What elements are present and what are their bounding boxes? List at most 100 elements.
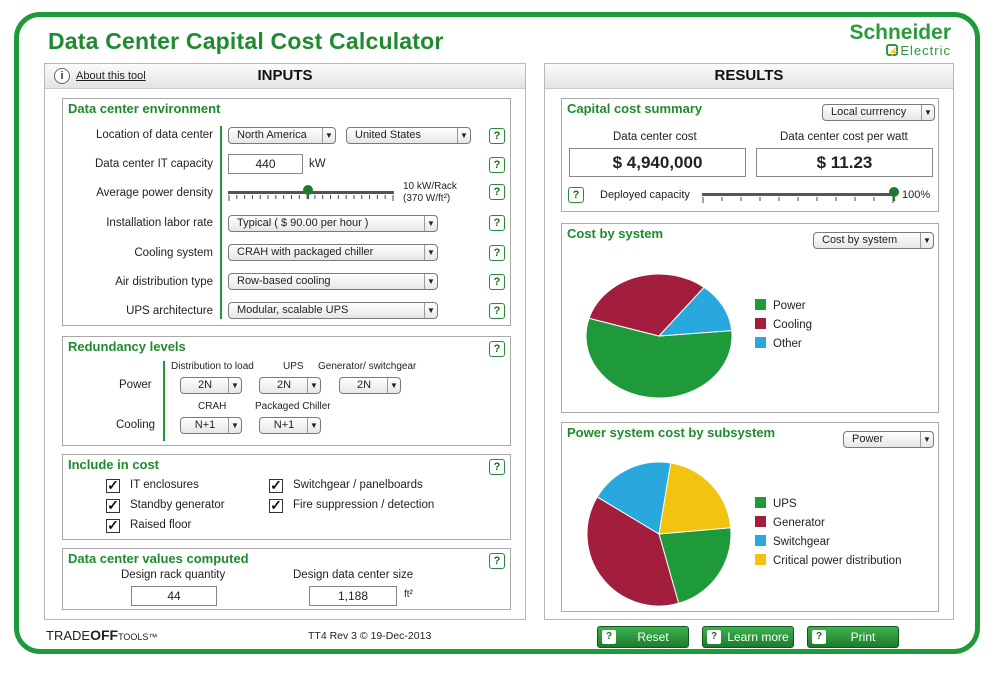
- about-info-icon[interactable]: i: [54, 68, 70, 84]
- computed-section: Data center values computed ? Design rac…: [62, 548, 511, 610]
- power-subsystem-pie: [586, 461, 732, 607]
- include-section: Include in cost ? ✓ IT enclosures ✓ Stan…: [62, 454, 511, 540]
- subsystem-legend-item: Switchgear: [755, 535, 830, 548]
- help-icon: ?: [812, 630, 826, 644]
- inputs-panel: INPUTS i About this tool Data center env…: [44, 63, 526, 620]
- cooling-select[interactable]: CRAH with packaged chiller ▼: [228, 244, 438, 261]
- ups-value: Modular, scalable UPS: [237, 304, 349, 316]
- chevron-down-icon: ▼: [920, 233, 933, 248]
- print-button[interactable]: ? Print: [807, 626, 899, 648]
- col-generator: Generator/ switchgear: [318, 361, 417, 372]
- checkbox-standby-generator[interactable]: ✓: [106, 497, 120, 513]
- power-ups-select[interactable]: 2N ▼: [259, 377, 321, 394]
- labor-value: Typical ( $ 90.00 per hour ): [237, 217, 369, 229]
- deployed-slider-ticks: [702, 197, 894, 203]
- currency-value: Local currrency: [831, 106, 907, 118]
- deployed-value: 100%: [902, 189, 931, 201]
- per-watt-value: $ 11.23: [756, 148, 933, 177]
- density-value-ft: (370 W/ft²): [403, 193, 451, 204]
- help-computed-icon[interactable]: ?: [489, 553, 505, 569]
- deployed-slider-track[interactable]: [702, 193, 894, 196]
- chevron-down-icon: ▼: [307, 378, 320, 393]
- cool-crah-select[interactable]: N+1 ▼: [180, 417, 242, 434]
- system-select[interactable]: Cost by system ▼: [813, 232, 934, 249]
- checkbox-raised-floor[interactable]: ✓: [106, 517, 120, 533]
- power-dist-select[interactable]: 2N ▼: [180, 377, 242, 394]
- power-gen-select[interactable]: 2N ▼: [339, 377, 401, 394]
- environment-title: Data center environment: [68, 101, 221, 116]
- help-density-icon[interactable]: ?: [489, 184, 505, 200]
- cost-by-system-pie: [585, 273, 733, 399]
- footer-tm: ™: [148, 632, 158, 642]
- cool-crah-value: N+1: [194, 419, 216, 431]
- help-location-icon[interactable]: ?: [489, 128, 505, 144]
- labor-label: Installation labor rate: [106, 217, 213, 229]
- chevron-down-icon: ▼: [424, 274, 437, 289]
- help-redundancy-icon[interactable]: ?: [489, 341, 505, 357]
- about-tool-link[interactable]: About this tool: [76, 70, 146, 82]
- reset-button[interactable]: ? Reset: [597, 626, 689, 648]
- power-gen-value: 2N: [356, 379, 372, 391]
- help-ups-icon[interactable]: ?: [489, 303, 505, 319]
- help-capacity-icon[interactable]: ?: [489, 157, 505, 173]
- power-dist-value: 2N: [197, 379, 213, 391]
- print-label: Print: [850, 630, 876, 644]
- row-power: Power: [119, 379, 152, 391]
- chevron-down-icon: ▼: [228, 418, 241, 433]
- redundancy-section: Redundancy levels ? Distribution to load…: [62, 336, 511, 446]
- subsystem-legend-item: UPS: [755, 497, 797, 510]
- help-air-icon[interactable]: ?: [489, 274, 505, 290]
- help-deployed-icon[interactable]: ?: [568, 187, 584, 203]
- chevron-down-icon: ▼: [424, 216, 437, 231]
- chevron-down-icon: ▼: [921, 105, 934, 120]
- help-include-icon[interactable]: ?: [489, 459, 505, 475]
- country-select[interactable]: United States ▼: [346, 127, 471, 144]
- subsystem-legend-item: Critical power distribution: [755, 554, 901, 567]
- capacity-label: Data center IT capacity: [94, 158, 213, 170]
- subsystem-title: Power system cost by subsystem: [567, 425, 776, 440]
- ups-select[interactable]: Modular, scalable UPS ▼: [228, 302, 438, 319]
- subsystem-section: Power system cost by subsystem Power ▼ UP…: [561, 422, 939, 612]
- chevron-down-icon: ▼: [387, 378, 400, 393]
- currency-select[interactable]: Local currrency ▼: [822, 104, 935, 121]
- subsystem-legend-label: Generator: [773, 517, 825, 529]
- region-select[interactable]: North America ▼: [228, 127, 336, 144]
- system-legend-swatch: [755, 318, 766, 329]
- dc-size-unit: ft²: [404, 589, 413, 600]
- label-standby-generator: Standby generator: [130, 499, 225, 511]
- subsystem-slice-switchgear: [596, 461, 672, 535]
- capacity-input[interactable]: 440: [228, 154, 303, 174]
- label-raised-floor: Raised floor: [130, 519, 192, 531]
- system-legend-label: Other: [773, 338, 802, 350]
- chevron-down-icon: ▼: [322, 128, 335, 143]
- help-icon: ?: [707, 630, 721, 644]
- checkbox-switchgear[interactable]: ✓: [269, 477, 283, 493]
- system-slice-cooling: [588, 273, 705, 337]
- density-slider-ticks: [228, 195, 394, 201]
- cost-label: Data center cost: [613, 131, 697, 143]
- learn-more-button[interactable]: ? Learn more: [702, 626, 794, 648]
- labor-select[interactable]: Typical ( $ 90.00 per hour ) ▼: [228, 215, 438, 232]
- density-label: Average power density: [96, 187, 213, 199]
- chevron-down-icon: ▼: [424, 245, 437, 260]
- brand-mark-icon: ⚡: [886, 44, 900, 57]
- redundancy-divider: [163, 361, 165, 441]
- subsystem-select[interactable]: Power ▼: [843, 431, 934, 448]
- include-title: Include in cost: [68, 457, 160, 472]
- footer-brand-a: TRADE: [46, 628, 91, 643]
- chevron-down-icon: ▼: [457, 128, 470, 143]
- air-value: Row-based cooling: [237, 275, 331, 287]
- row-cooling: Cooling: [116, 419, 155, 431]
- location-label: Location of data center: [96, 129, 213, 141]
- subsystem-legend-swatch: [755, 535, 766, 546]
- cool-chiller-select[interactable]: N+1 ▼: [259, 417, 321, 434]
- help-cooling-icon[interactable]: ?: [489, 245, 505, 261]
- power-ups-value: 2N: [276, 379, 292, 391]
- air-select[interactable]: Row-based cooling ▼: [228, 273, 438, 290]
- checkbox-it-enclosures[interactable]: ✓: [106, 477, 120, 493]
- computed-title: Data center values computed: [68, 551, 249, 566]
- system-select-value: Cost by system: [822, 234, 898, 246]
- revision-text: TT4 Rev 3 © 19-Dec-2013: [308, 630, 432, 642]
- checkbox-fire-suppression[interactable]: ✓: [269, 497, 283, 513]
- help-labor-icon[interactable]: ?: [489, 215, 505, 231]
